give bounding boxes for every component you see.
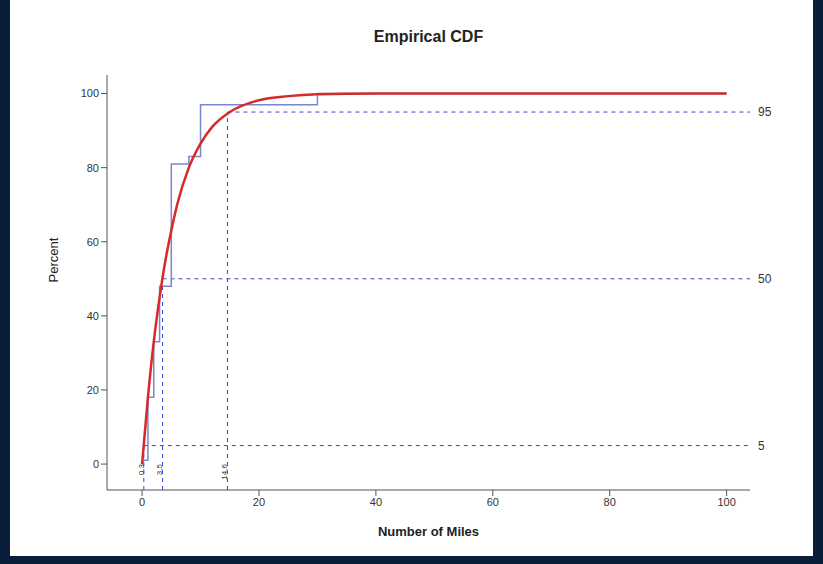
svg-text:40: 40 (87, 310, 99, 322)
svg-text:95: 95 (758, 105, 772, 119)
svg-text:0: 0 (93, 458, 99, 470)
html-text:Empirical CDF: Empirical CDF (373, 28, 484, 45)
svg-text:20: 20 (253, 496, 265, 508)
svg-text:14.6: 14.6 (220, 464, 229, 480)
svg-text:5: 5 (758, 439, 765, 453)
svg-text:60: 60 (87, 236, 99, 248)
svg-text:Number of Miles: Number of Miles (378, 524, 479, 539)
svg-text:Percent: Percent (46, 237, 61, 282)
svg-text:60: 60 (487, 496, 499, 508)
svg-text:0.3: 0.3 (137, 464, 146, 476)
svg-text:80: 80 (604, 496, 616, 508)
svg-text:80: 80 (87, 162, 99, 174)
svg-text:20: 20 (87, 384, 99, 396)
svg-text:3.5: 3.5 (155, 464, 164, 476)
svg-text:100: 100 (717, 496, 735, 508)
svg-text:40: 40 (370, 496, 382, 508)
svg-text:50: 50 (758, 272, 772, 286)
svg-text:0: 0 (139, 496, 145, 508)
svg-text:100: 100 (81, 87, 99, 99)
